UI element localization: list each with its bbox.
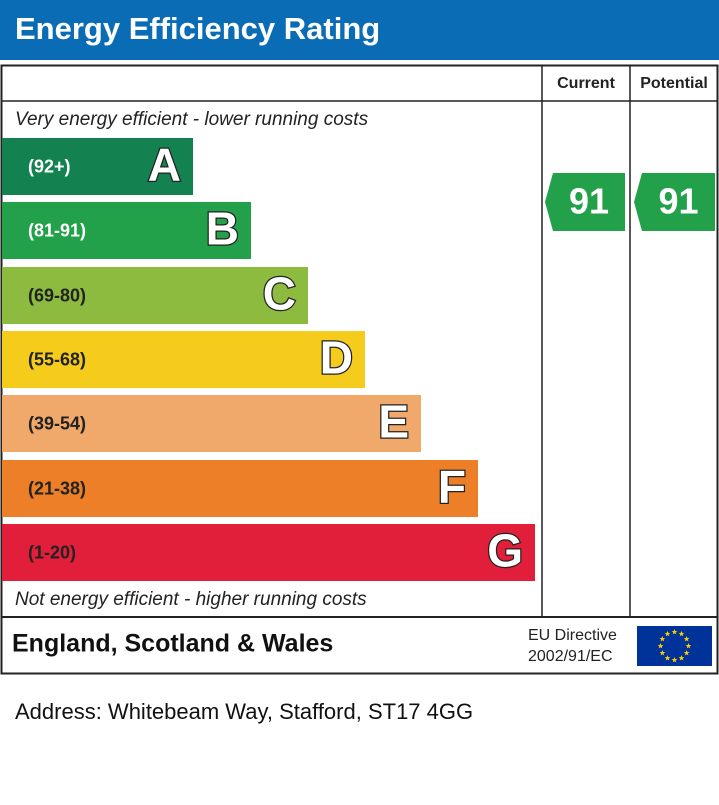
- flag-star: [664, 655, 671, 661]
- flag-star: [659, 650, 666, 656]
- flag-star: [657, 643, 664, 649]
- rating-value: 91: [569, 181, 609, 222]
- band-bar: [2, 331, 365, 388]
- band-letter: E: [378, 396, 409, 448]
- band-range: (21-38): [28, 478, 86, 498]
- band-letter: G: [487, 525, 523, 577]
- header-bar: [0, 0, 719, 60]
- column-header: Current: [557, 75, 615, 92]
- rating-value: 91: [658, 181, 698, 222]
- band-bar: [2, 138, 193, 195]
- band-letter: A: [148, 139, 181, 191]
- flag-stars: [657, 629, 692, 663]
- band-letter: B: [206, 203, 239, 255]
- address: Address: Whitebeam Way, Stafford, ST17 4…: [15, 699, 473, 724]
- band-letter: D: [320, 332, 353, 384]
- top-note: Very energy efficient - lower running co…: [15, 109, 369, 130]
- flag-star: [683, 636, 690, 642]
- flag-star: [671, 629, 678, 635]
- flag-star: [671, 657, 678, 663]
- region: England, Scotland & Wales: [12, 630, 333, 658]
- band-bar: [2, 267, 308, 324]
- band-range: (81-91): [28, 220, 86, 240]
- flag-star: [664, 630, 671, 637]
- band-letter: C: [263, 268, 296, 320]
- rating-arrow: [545, 173, 625, 231]
- band-range: (92+): [28, 156, 71, 176]
- directive: 2002/91/EC: [528, 648, 613, 665]
- band-range: (1-20): [28, 542, 76, 562]
- directive: EU Directive: [528, 627, 617, 644]
- flag-star: [678, 630, 685, 637]
- band-bar: [2, 460, 478, 517]
- flag-star: [659, 636, 666, 642]
- bottom-note: Not energy efficient - higher running co…: [15, 589, 367, 610]
- flag-star: [683, 650, 690, 656]
- band-range: (69-80): [28, 285, 86, 305]
- frame: [0, 64, 719, 675]
- band-range: (55-68): [28, 349, 86, 369]
- flag-star: [685, 643, 692, 649]
- rating-arrow: [634, 173, 715, 231]
- band-bar: [2, 524, 535, 581]
- title: Energy Efficiency Rating: [15, 11, 380, 46]
- column-header: Potential: [640, 75, 708, 92]
- band-letter: F: [438, 461, 466, 513]
- band-range: (39-54): [28, 413, 86, 433]
- band-bar: [2, 202, 251, 259]
- band-bar: [2, 395, 421, 452]
- flag-star: [678, 655, 685, 661]
